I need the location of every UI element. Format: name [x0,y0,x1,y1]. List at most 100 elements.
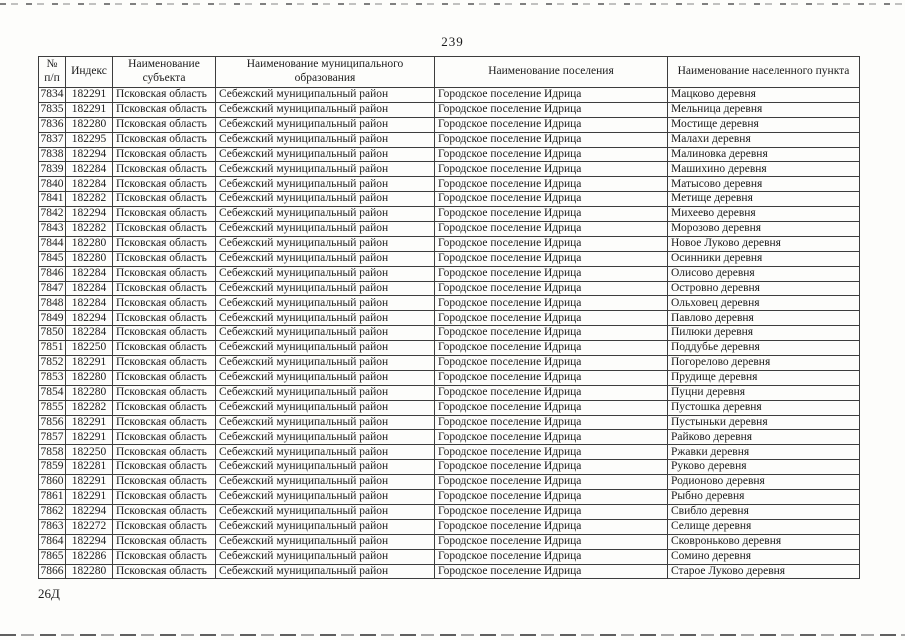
cell-subject: Псковская область [112,548,216,565]
cell-settlement: Городское поселение Идрица [434,310,668,327]
scan-artifact-bottom [0,634,905,636]
cell-subject: Псковская область [112,325,216,342]
cell-postal-index: 182291 [65,489,113,505]
table-row: 7838 182294 Псковская область Себежский … [38,146,860,163]
cell-municipality: Себежский муниципальный район [215,250,435,267]
cell-settlement: Городское поселение Идрица [434,340,668,357]
cell-municipality: Себежский муниципальный район [215,131,435,148]
cell-locality: Машихино деревня [667,161,860,178]
cell-municipality: Себежский муниципальный район [215,384,435,401]
cell-settlement: Городское поселение Идрица [434,280,668,297]
table-row: 7866 182280 Псковская область Себежский … [38,563,860,580]
cell-subject: Псковская область [112,116,216,133]
cell-postal-index: 182291 [65,414,113,431]
table-row: 7854 182280 Псковская область Себежский … [38,384,860,401]
cell-row-number: 7861 [38,489,66,505]
cell-municipality: Себежский муниципальный район [215,563,435,580]
cell-municipality: Себежский муниципальный район [215,489,435,505]
cell-postal-index: 182291 [65,474,113,491]
table-row: 7850 182284 Псковская область Себежский … [38,325,860,342]
cell-subject: Псковская область [112,414,216,431]
table-row: 7852 182291 Псковская область Себежский … [38,355,860,371]
cell-postal-index: 182282 [65,221,113,237]
cell-municipality: Себежский муниципальный район [215,548,435,565]
cell-row-number: 7863 [38,518,66,535]
table-row: 7860 182291 Псковская область Себежский … [38,474,860,491]
cell-municipality: Себежский муниципальный район [215,444,435,461]
table-header-row: № п/п Индекс Наименование субъекта Наиме… [38,56,860,88]
cell-municipality: Себежский муниципальный район [215,503,435,520]
cell-postal-index: 182291 [65,429,113,446]
table-row: 7836 182280 Псковская область Себежский … [38,116,860,133]
footer-note: 26Д [38,586,60,601]
table-row: 7858 182250 Псковская область Себежский … [38,444,860,461]
cell-row-number: 7849 [38,310,66,327]
cell-subject: Псковская область [112,340,216,357]
table-row: 7845 182280 Псковская область Себежский … [38,250,860,267]
cell-locality: Метище деревня [667,191,860,208]
cell-locality: Родионово деревня [667,474,860,491]
cell-subject: Псковская область [112,235,216,252]
cell-subject: Псковская область [112,518,216,535]
cell-settlement: Городское поселение Идрица [434,176,668,193]
cell-settlement: Городское поселение Идрица [434,265,668,282]
cell-municipality: Себежский муниципальный район [215,265,435,282]
cell-locality: Мельница деревня [667,101,860,118]
cell-settlement: Городское поселение Идрица [434,221,668,237]
cell-locality: Олисово деревня [667,265,860,282]
cell-locality: Морозово деревня [667,221,860,237]
cell-settlement: Городское поселение Идрица [434,429,668,446]
cell-row-number: 7850 [38,325,66,342]
cell-municipality: Себежский муниципальный район [215,340,435,357]
table-body: 7834 182291 Псковская область Себежский … [38,87,860,580]
cell-locality: Пустыньки деревня [667,414,860,431]
cell-subject: Псковская область [112,474,216,491]
cell-locality: Островно деревня [667,280,860,297]
scan-artifact-top [0,3,905,5]
cell-row-number: 7845 [38,250,66,267]
cell-settlement: Городское поселение Идрица [434,369,668,386]
cell-postal-index: 182284 [65,295,113,312]
cell-subject: Псковская область [112,444,216,461]
cell-locality: Пустошка деревня [667,399,860,416]
table-row: 7861 182291 Псковская область Себежский … [38,489,860,505]
cell-municipality: Себежский муниципальный район [215,459,435,476]
cell-row-number: 7864 [38,533,66,550]
cell-subject: Псковская область [112,206,216,223]
cell-settlement: Городское поселение Идрица [434,191,668,208]
table-row: 7840 182284 Псковская область Себежский … [38,176,860,193]
cell-subject: Псковская область [112,131,216,148]
cell-settlement: Городское поселение Идрица [434,503,668,520]
cell-locality: Пилюки деревня [667,325,860,342]
cell-postal-index: 182272 [65,518,113,535]
table-row: 7843 182282 Псковская область Себежский … [38,221,860,237]
cell-locality: Мацково деревня [667,87,860,103]
cell-subject: Псковская область [112,355,216,371]
cell-postal-index: 182280 [65,563,113,580]
cell-settlement: Городское поселение Идрица [434,414,668,431]
cell-subject: Псковская область [112,101,216,118]
cell-subject: Псковская область [112,161,216,178]
cell-postal-index: 182284 [65,176,113,193]
table-row: 7837 182295 Псковская область Себежский … [38,131,860,148]
cell-settlement: Городское поселение Идрица [434,533,668,550]
cell-settlement: Городское поселение Идрица [434,399,668,416]
cell-row-number: 7835 [38,101,66,118]
cell-municipality: Себежский муниципальный район [215,355,435,371]
header-municipality: Наименование муниципального образования [215,56,435,88]
cell-locality: Новое Луково деревня [667,235,860,252]
cell-postal-index: 182282 [65,399,113,416]
cell-settlement: Городское поселение Идрица [434,384,668,401]
cell-subject: Псковская область [112,176,216,193]
cell-locality: Матысово деревня [667,176,860,193]
cell-locality: Старое Луково деревня [667,563,860,580]
cell-municipality: Себежский муниципальный район [215,414,435,431]
cell-postal-index: 182295 [65,131,113,148]
cell-municipality: Себежский муниципальный район [215,369,435,386]
cell-settlement: Городское поселение Идрица [434,474,668,491]
cell-settlement: Городское поселение Идрица [434,459,668,476]
cell-row-number: 7857 [38,429,66,446]
cell-postal-index: 182280 [65,250,113,267]
cell-municipality: Себежский муниципальный район [215,280,435,297]
